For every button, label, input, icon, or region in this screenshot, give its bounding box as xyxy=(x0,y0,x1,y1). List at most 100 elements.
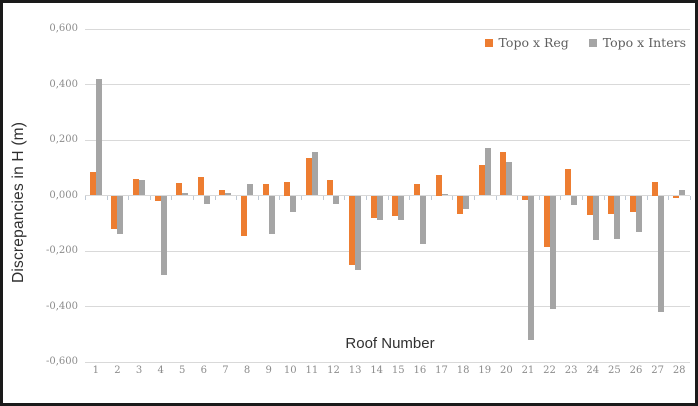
bar-topo-x-inters-roof-27 xyxy=(657,195,664,313)
category-axis-tick xyxy=(279,195,281,200)
x-tick-label-roof-4: 4 xyxy=(157,365,164,376)
bar-topo-x-inters-roof-6 xyxy=(203,195,210,204)
category-axis-tick xyxy=(646,195,648,200)
bar-topo-x-reg-roof-10 xyxy=(284,181,291,196)
bar-topo-x-reg-roof-8 xyxy=(241,195,248,236)
bar-topo-x-reg-roof-11 xyxy=(305,158,312,196)
bar-topo-x-inters-roof-21 xyxy=(527,195,534,340)
legend-swatch-topo-x-inters-icon xyxy=(588,38,597,47)
bar-topo-x-inters-roof-7 xyxy=(225,192,232,196)
bar-topo-x-reg-roof-28 xyxy=(673,195,680,199)
y-tick-label: 0,400 xyxy=(49,78,78,90)
category-axis-tick xyxy=(301,195,303,200)
bar-topo-x-reg-roof-7 xyxy=(219,189,226,196)
bar-topo-x-inters-roof-13 xyxy=(355,195,362,271)
bar-topo-x-inters-roof-23 xyxy=(571,195,578,206)
bar-topo-x-reg-roof-16 xyxy=(413,184,420,196)
bar-topo-x-inters-roof-24 xyxy=(592,195,599,240)
category-axis-tick xyxy=(473,195,475,200)
x-tick-label-roof-13: 13 xyxy=(348,365,362,376)
bar-topo-x-reg-roof-27 xyxy=(651,181,658,196)
bar-topo-x-reg-roof-4 xyxy=(154,195,161,202)
bar-topo-x-reg-roof-25 xyxy=(608,195,615,214)
x-tick-label-roof-8: 8 xyxy=(243,365,251,376)
category-axis-tick xyxy=(171,195,173,200)
bar-topo-x-inters-roof-3 xyxy=(139,180,146,196)
x-tick-label-roof-28: 28 xyxy=(672,365,686,376)
category-axis-tick xyxy=(690,195,691,200)
category-axis-tick xyxy=(322,195,324,200)
category-axis-tick xyxy=(517,195,519,200)
bar-topo-x-inters-roof-4 xyxy=(160,195,167,275)
bar-topo-x-reg-roof-6 xyxy=(197,177,204,196)
bar-topo-x-inters-roof-18 xyxy=(463,195,470,210)
category-axis-tick xyxy=(365,195,367,200)
x-tick-label-roof-17: 17 xyxy=(435,365,448,376)
y-axis-title: Discrepancies in H (m) xyxy=(10,121,27,284)
bar-topo-x-reg-roof-24 xyxy=(586,195,593,215)
bar-topo-x-inters-roof-11 xyxy=(311,152,318,196)
bar-topo-x-reg-roof-21 xyxy=(521,195,528,200)
category-axis-tick xyxy=(149,195,151,200)
bar-topo-x-reg-roof-13 xyxy=(349,195,356,265)
bar-topo-x-reg-roof-9 xyxy=(262,184,269,196)
bar-topo-x-inters-roof-2 xyxy=(117,195,124,235)
y-tick-label: 0,600 xyxy=(49,23,78,34)
x-tick-label-roof-3: 3 xyxy=(135,365,143,376)
bar-topo-x-reg-roof-12 xyxy=(327,180,334,196)
y-tick-label: -0,200 xyxy=(45,245,78,256)
category-axis-tick xyxy=(387,195,389,200)
bar-topo-x-inters-roof-17 xyxy=(441,194,448,196)
bar-topo-x-inters-roof-12 xyxy=(333,195,340,204)
bar-topo-x-inters-roof-1 xyxy=(95,78,102,196)
x-tick-label-roof-2: 2 xyxy=(114,365,121,376)
legend-swatch-topo-x-reg-icon xyxy=(484,38,493,47)
gridline-0,600 xyxy=(85,28,690,30)
bar-topo-x-reg-roof-22 xyxy=(543,195,550,247)
x-tick-label-roof-10: 10 xyxy=(283,365,297,376)
gridline--0,600 xyxy=(85,361,690,363)
category-axis-tick xyxy=(560,195,562,200)
category-axis-tick xyxy=(85,195,86,200)
bar-topo-x-reg-roof-5 xyxy=(176,183,183,196)
gridline-0,400 xyxy=(85,84,690,85)
bar-topo-x-reg-roof-15 xyxy=(392,195,399,217)
x-axis-title: Roof Number xyxy=(345,335,435,352)
bar-topo-x-inters-roof-25 xyxy=(614,195,621,239)
x-tick-label-roof-26: 26 xyxy=(629,365,643,376)
category-axis-tick xyxy=(193,195,195,200)
category-axis-tick xyxy=(106,195,108,200)
bar-topo-x-inters-roof-16 xyxy=(419,195,426,245)
y-tick-label: -0,400 xyxy=(45,300,78,312)
x-tick-label-roof-12: 12 xyxy=(327,365,340,376)
bar-topo-x-reg-roof-19 xyxy=(478,164,485,196)
bar-topo-x-reg-roof-17 xyxy=(435,174,442,196)
category-axis-tick xyxy=(128,195,130,200)
x-tick-label-roof-20: 20 xyxy=(499,365,513,376)
bar-topo-x-reg-roof-26 xyxy=(629,195,636,213)
bar-topo-x-inters-roof-14 xyxy=(376,195,383,221)
category-axis-tick xyxy=(214,195,216,200)
x-tick-label-roof-25: 25 xyxy=(608,365,621,376)
gridline-0,200 xyxy=(85,139,690,141)
category-axis-tick xyxy=(409,195,411,200)
bar-topo-x-reg-roof-1 xyxy=(89,171,96,196)
bar-topo-x-inters-roof-19 xyxy=(484,148,491,196)
x-tick-label-roof-15: 15 xyxy=(391,365,405,376)
legend-label-topo-x-reg: Topo x Reg xyxy=(498,35,569,50)
bar-topo-x-inters-roof-28 xyxy=(679,189,686,196)
legend-item-topo-x-reg: Topo x Reg xyxy=(484,35,569,50)
y-tick-label: -0,600 xyxy=(45,356,78,367)
category-axis-tick xyxy=(236,195,238,200)
bar-topo-x-inters-roof-20 xyxy=(506,162,513,196)
x-tick-label-roof-22: 22 xyxy=(543,365,556,376)
bar-topo-x-reg-roof-2 xyxy=(111,195,118,229)
category-axis-tick xyxy=(538,195,540,200)
category-axis-tick xyxy=(625,195,627,200)
y-tick-label: 0,200 xyxy=(49,134,78,145)
x-tick-label-roof-21: 21 xyxy=(521,365,535,376)
bar-topo-x-reg-roof-20 xyxy=(500,152,507,196)
category-axis-tick xyxy=(344,195,346,200)
category-axis-tick xyxy=(257,195,259,200)
